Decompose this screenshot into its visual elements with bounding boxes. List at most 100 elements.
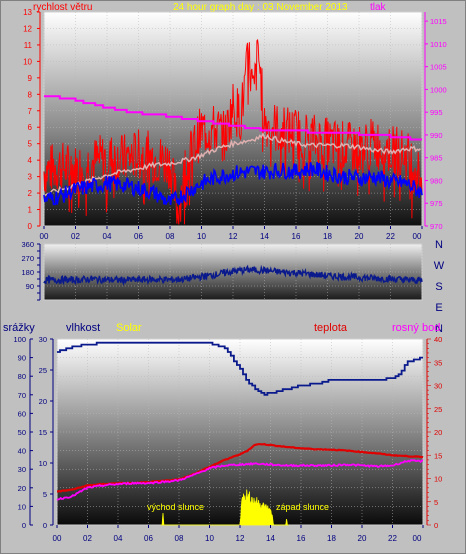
pressure-axis: 970 975 980 985 990 995 1000 1005 1010 1015 bbox=[424, 12, 447, 231]
time-tick: 12 bbox=[229, 232, 238, 241]
wind-speed-tick: 0 bbox=[28, 222, 33, 231]
humidity-line bbox=[57, 341, 423, 396]
time-tick: 16 bbox=[297, 534, 306, 543]
wind-speed-label: rychlost větru bbox=[33, 2, 92, 13]
pressure-tick: 985 bbox=[430, 154, 443, 163]
time-tick: 00 bbox=[413, 232, 422, 241]
rain-tick: 100 bbox=[13, 335, 26, 344]
rain-tick: 0 bbox=[22, 521, 26, 530]
wind-speed-tick: 4 bbox=[28, 156, 33, 165]
temperature-time-axis: 00 02 04 06 08 10 12 14 16 18 20 22 00 bbox=[53, 525, 424, 543]
compass-letter: N bbox=[435, 323, 443, 335]
temperature-tick: 10 bbox=[434, 475, 442, 484]
temperature-humidity-series bbox=[56, 341, 424, 526]
humidity-tick: 25 bbox=[39, 366, 47, 375]
wind-speed-tick: 8 bbox=[28, 90, 33, 99]
time-tick: 14 bbox=[260, 232, 269, 241]
time-tick: 22 bbox=[388, 534, 397, 543]
graph-title: 24 hour graph day : 03 November 2013 bbox=[173, 2, 348, 13]
time-tick: 00 bbox=[40, 232, 49, 241]
temperature-line bbox=[56, 442, 424, 493]
time-tick: 00 bbox=[413, 534, 422, 543]
rain-tick: 80 bbox=[18, 372, 26, 381]
rain-tick: 20 bbox=[18, 484, 26, 493]
pressure-tick: 970 bbox=[430, 222, 443, 231]
rain-tick: 60 bbox=[18, 409, 26, 418]
pressure-tick: 1000 bbox=[430, 85, 447, 94]
pressure-label: tlak bbox=[370, 2, 387, 13]
temperature-humidity-grid bbox=[56, 339, 424, 525]
pressure-line bbox=[44, 95, 422, 141]
time-tick: 18 bbox=[327, 534, 336, 543]
humidity-tick: 15 bbox=[39, 428, 47, 437]
time-tick: 18 bbox=[323, 232, 332, 241]
direction-tick: 360 bbox=[21, 240, 34, 249]
time-tick: 20 bbox=[355, 232, 364, 241]
wind-speed-tick: 9 bbox=[28, 74, 33, 83]
temperature-tick: 15 bbox=[434, 451, 442, 460]
temperature-tick: 25 bbox=[434, 405, 442, 414]
wind-speed-tick: 2 bbox=[28, 189, 33, 198]
wind-speed-tick: 10 bbox=[23, 57, 32, 66]
temperature-tick: 0 bbox=[434, 521, 438, 530]
time-tick: 08 bbox=[175, 534, 184, 543]
time-tick: 16 bbox=[292, 232, 301, 241]
pressure-tick: 1010 bbox=[430, 40, 447, 49]
time-tick: 08 bbox=[166, 232, 175, 241]
humidity-label: vlhkost bbox=[66, 322, 100, 334]
wind-speed-tick: 13 bbox=[23, 8, 32, 17]
rain-tick: 50 bbox=[18, 428, 26, 437]
wind-speed-tick: 12 bbox=[23, 24, 32, 33]
rain-label: srážky bbox=[3, 322, 35, 334]
temperature-tick: 30 bbox=[434, 382, 442, 391]
dew-point-label: rosný bod bbox=[392, 322, 440, 334]
pressure-tick: 990 bbox=[430, 131, 443, 140]
rain-tick: 70 bbox=[18, 391, 26, 400]
time-tick: 06 bbox=[144, 534, 153, 543]
time-tick: 12 bbox=[236, 534, 245, 543]
wind-speed-tick: 11 bbox=[24, 41, 33, 50]
time-tick: 04 bbox=[114, 534, 123, 543]
rain-tick: 10 bbox=[18, 502, 26, 511]
rain-tick: 40 bbox=[18, 447, 26, 456]
wind-pressure-series bbox=[43, 38, 423, 225]
wind-pressure-plot-area bbox=[43, 11, 423, 227]
time-tick: 02 bbox=[83, 534, 92, 543]
pressure-tick: 980 bbox=[430, 176, 443, 185]
compass-letter: N bbox=[435, 239, 443, 251]
pressure-tick: 1015 bbox=[430, 17, 447, 26]
direction-tick: 270 bbox=[21, 254, 34, 263]
wind-direction-series bbox=[43, 264, 423, 287]
humidity-tick: 0 bbox=[43, 521, 47, 530]
pressure-tick: 975 bbox=[430, 199, 443, 208]
temperature-tick: 35 bbox=[434, 358, 442, 367]
temperature-label: teplota bbox=[314, 322, 348, 334]
temperature-tick: 5 bbox=[434, 498, 438, 507]
humidity-tick: 20 bbox=[39, 397, 47, 406]
wind-speed-tick: 6 bbox=[28, 123, 33, 132]
wind-speed-tick: 1 bbox=[28, 206, 33, 215]
time-tick: 02 bbox=[71, 232, 80, 241]
time-tick: 00 bbox=[53, 534, 62, 543]
pressure-tick: 1005 bbox=[430, 63, 447, 72]
direction-tick: 180 bbox=[21, 268, 34, 277]
pressure-tick: 995 bbox=[430, 108, 443, 117]
temperature-humidity-panel: 0 10 20 30 40 50 60 70 80 90 100 0 5 10 15 20 25 30 0 5 10… bbox=[13, 335, 442, 543]
solar-area bbox=[160, 489, 289, 526]
temperature-tick: 20 bbox=[434, 428, 442, 437]
humidity-tick: 10 bbox=[39, 459, 47, 468]
temperature-axis: 0 5 10 15 20 25 30 35 40 bbox=[426, 335, 442, 530]
rain-tick: 30 bbox=[18, 465, 26, 474]
wind-speed-tick: 3 bbox=[28, 173, 33, 182]
time-tick: 06 bbox=[134, 232, 143, 241]
wind-gust-line bbox=[43, 38, 423, 225]
wind-direction-axis: 90 180 270 360 bbox=[21, 240, 41, 301]
time-tick: 22 bbox=[386, 232, 395, 241]
time-tick: 10 bbox=[197, 232, 206, 241]
dew-point-line bbox=[56, 459, 424, 501]
